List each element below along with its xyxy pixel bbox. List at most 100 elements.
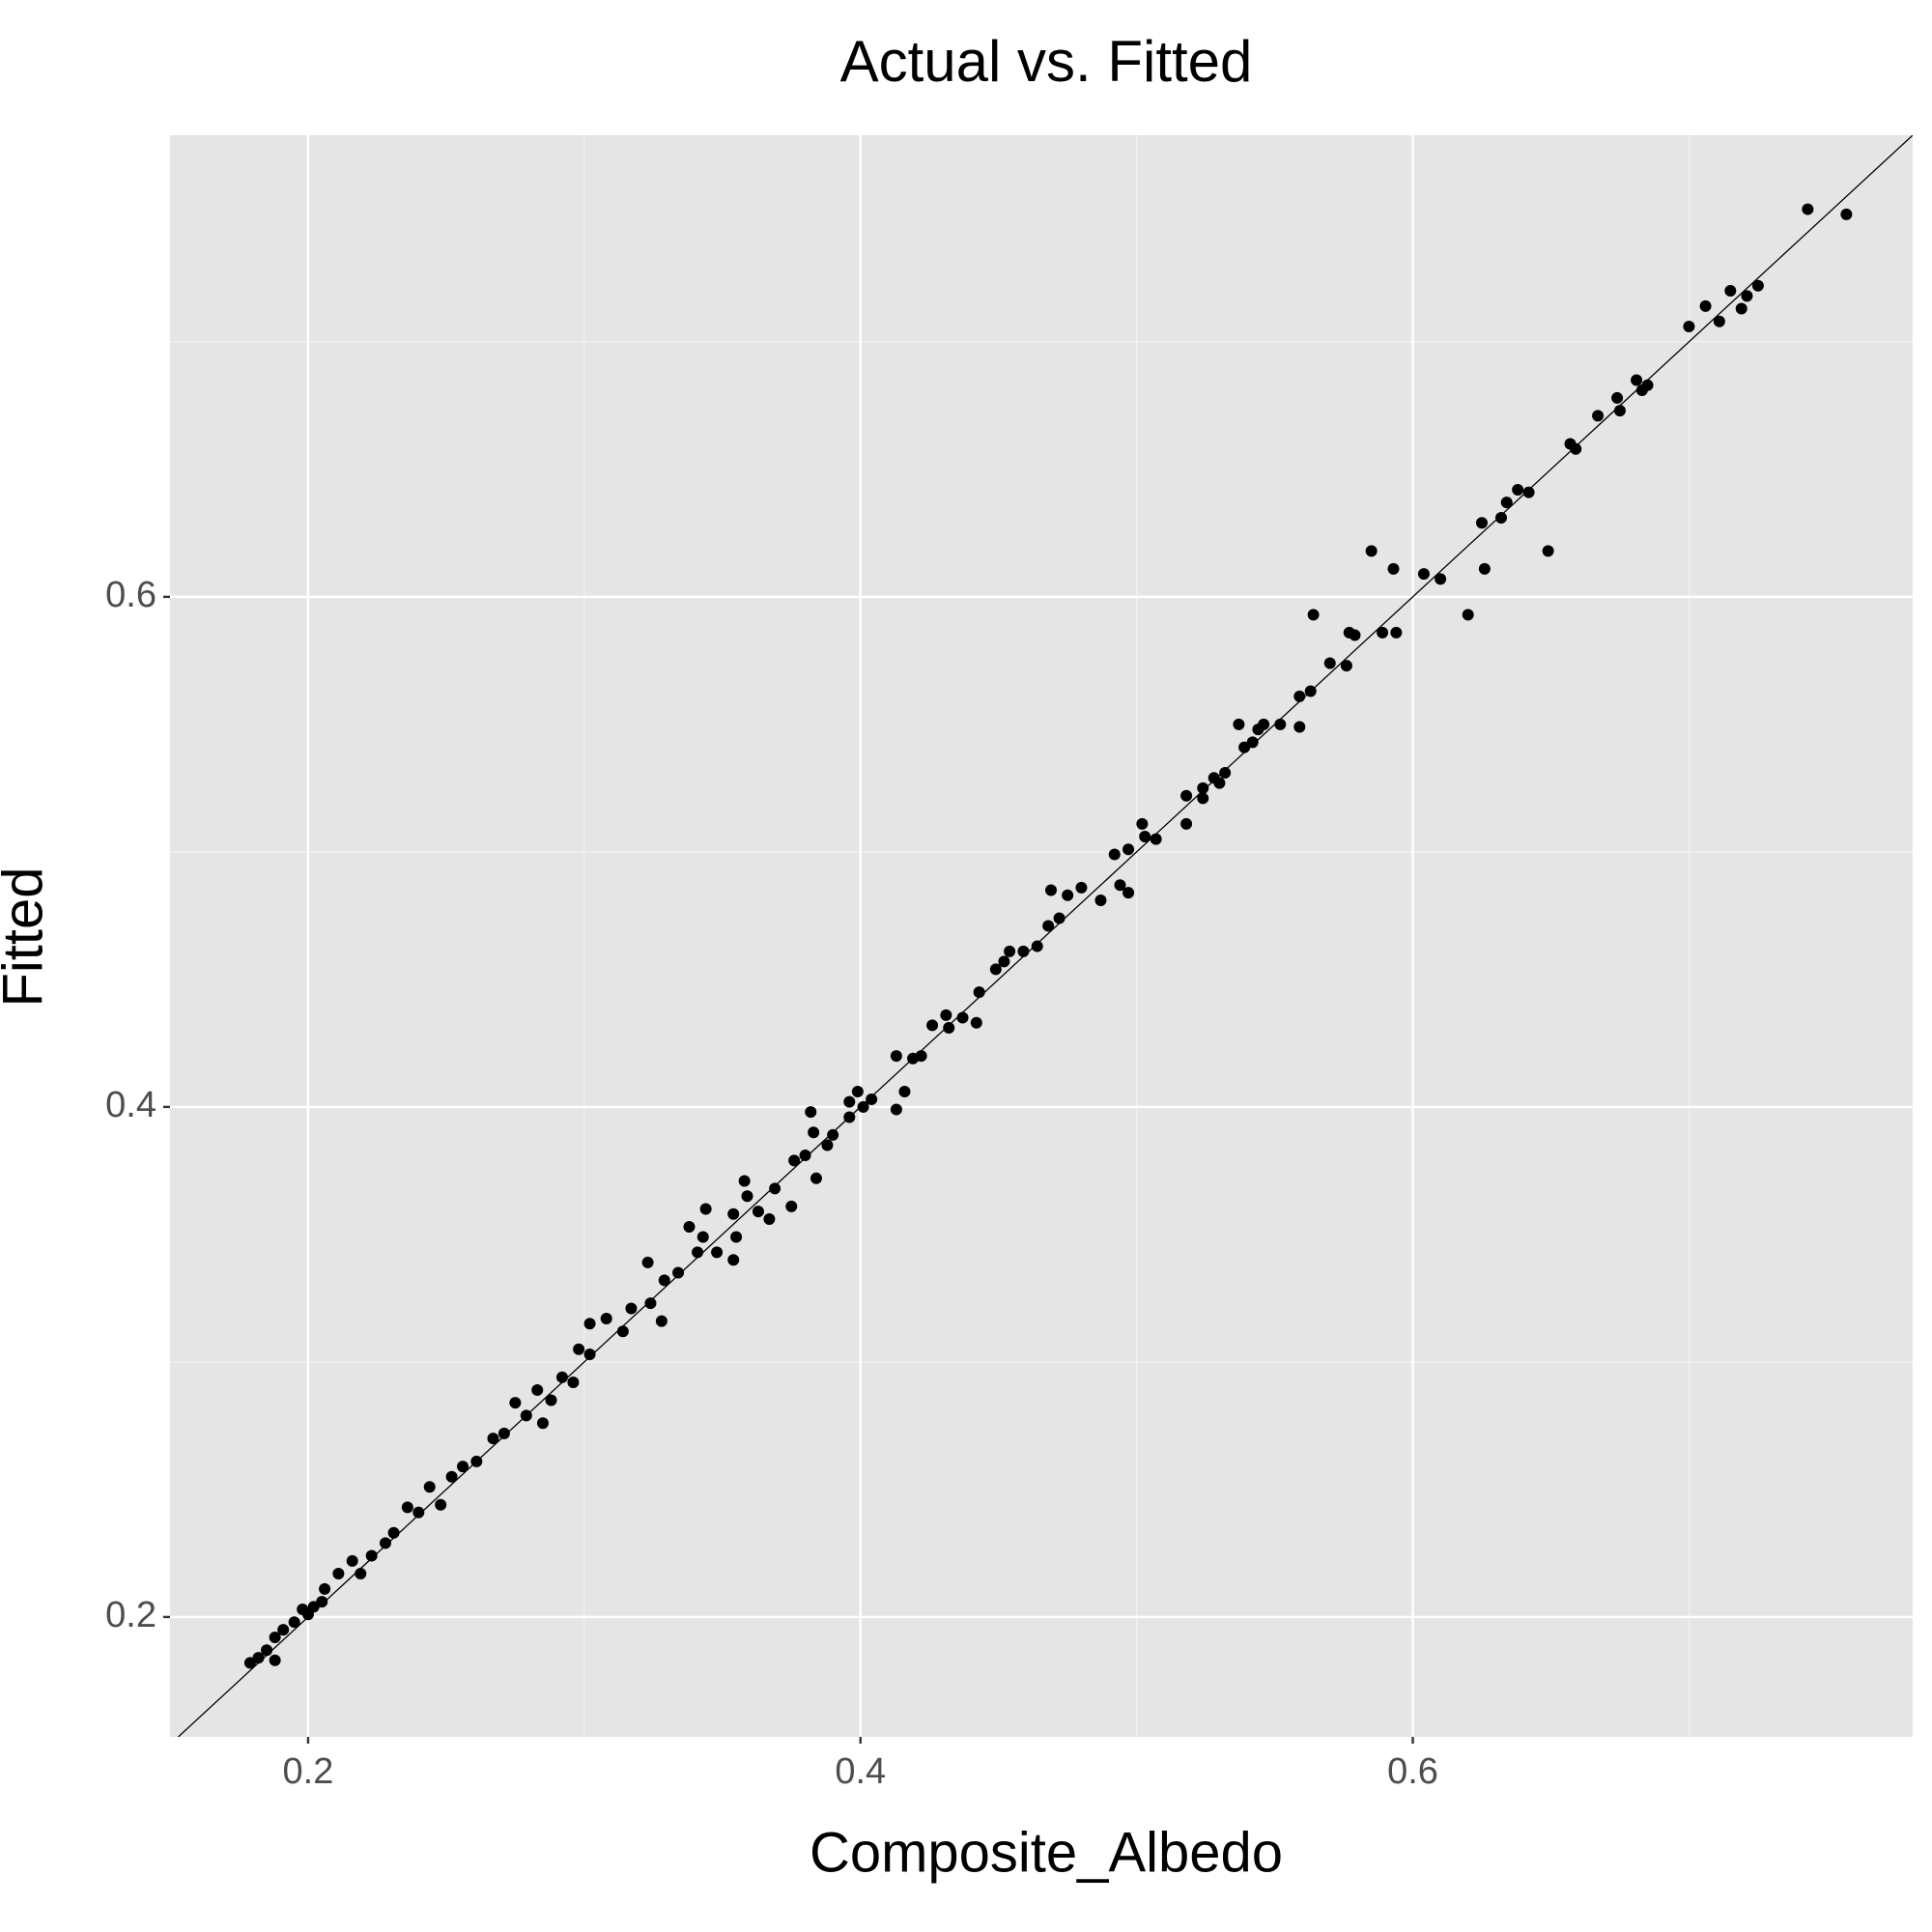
point [1613,405,1626,417]
point [1699,299,1712,312]
point [843,1095,856,1108]
point [1180,789,1193,802]
point [711,1246,724,1259]
point [445,1470,458,1483]
point [1031,940,1043,952]
point [1500,497,1513,509]
point [926,1019,939,1032]
point [1180,817,1193,830]
point [243,1657,256,1669]
point [1108,848,1121,861]
point [890,1050,902,1063]
point [365,1549,378,1562]
point [943,1022,955,1035]
point [1462,609,1474,621]
grid [170,135,1913,1737]
point [998,955,1010,968]
x-tick-label: 0.4 [835,1751,886,1792]
point [346,1554,358,1567]
point [1751,279,1764,292]
point [641,1256,654,1268]
point [1683,321,1695,333]
point [989,963,1002,976]
y-axis-title: Fitted [0,867,54,1007]
point [1592,410,1605,422]
point [1611,391,1624,404]
point [1213,777,1226,789]
point [730,1231,743,1243]
identity-line [177,135,1913,1737]
point [269,1632,281,1644]
point [1840,208,1853,220]
point [435,1498,447,1511]
point [301,1608,314,1621]
point [907,1052,920,1065]
point [1735,302,1747,315]
point [785,1200,798,1212]
point [555,1371,568,1383]
point [1042,920,1055,932]
point [1293,690,1306,702]
point [1122,887,1135,899]
point [1197,792,1209,805]
point [1150,833,1162,845]
point [600,1313,612,1325]
point [970,1016,982,1029]
point [692,1246,704,1259]
x-tick-label: 0.2 [283,1751,334,1792]
point [1631,374,1643,386]
point [1349,629,1361,641]
point [355,1568,367,1580]
point [788,1154,801,1167]
point [1417,568,1430,581]
point [423,1481,436,1493]
point [1713,315,1725,327]
point [487,1433,499,1445]
point [866,1093,878,1105]
point [269,1654,281,1666]
y-tick-label: 0.4 [105,1085,156,1125]
point [1802,203,1814,215]
point [763,1213,776,1226]
point [1570,442,1582,455]
marks [177,135,1913,1737]
point [727,1208,740,1220]
point [1724,285,1737,298]
point [520,1409,532,1422]
point [1274,718,1287,730]
point [1094,895,1107,907]
point [1238,741,1251,753]
point [1476,517,1489,529]
point [940,1009,952,1021]
point [1062,889,1074,901]
y-tick-label: 0.6 [105,575,156,615]
point [727,1254,740,1266]
point [531,1383,544,1396]
x-tick-label: 0.6 [1387,1751,1438,1792]
point [1258,718,1270,730]
point [1323,657,1336,669]
point [1293,721,1306,733]
point [545,1394,557,1406]
point [1387,562,1400,575]
point [1340,660,1352,672]
point [1017,945,1030,957]
point [672,1266,685,1279]
point [738,1175,751,1187]
point [1136,817,1149,830]
point [567,1377,580,1389]
point [1741,290,1753,302]
point [497,1427,510,1439]
plot-panel [170,135,1913,1737]
point [1075,881,1088,894]
point [696,1231,709,1243]
point [1053,912,1065,924]
point [821,1139,834,1151]
point [1233,718,1245,730]
point [509,1397,522,1409]
point [1377,626,1389,639]
point [851,1086,864,1098]
point [1495,512,1508,525]
point [1004,945,1016,957]
